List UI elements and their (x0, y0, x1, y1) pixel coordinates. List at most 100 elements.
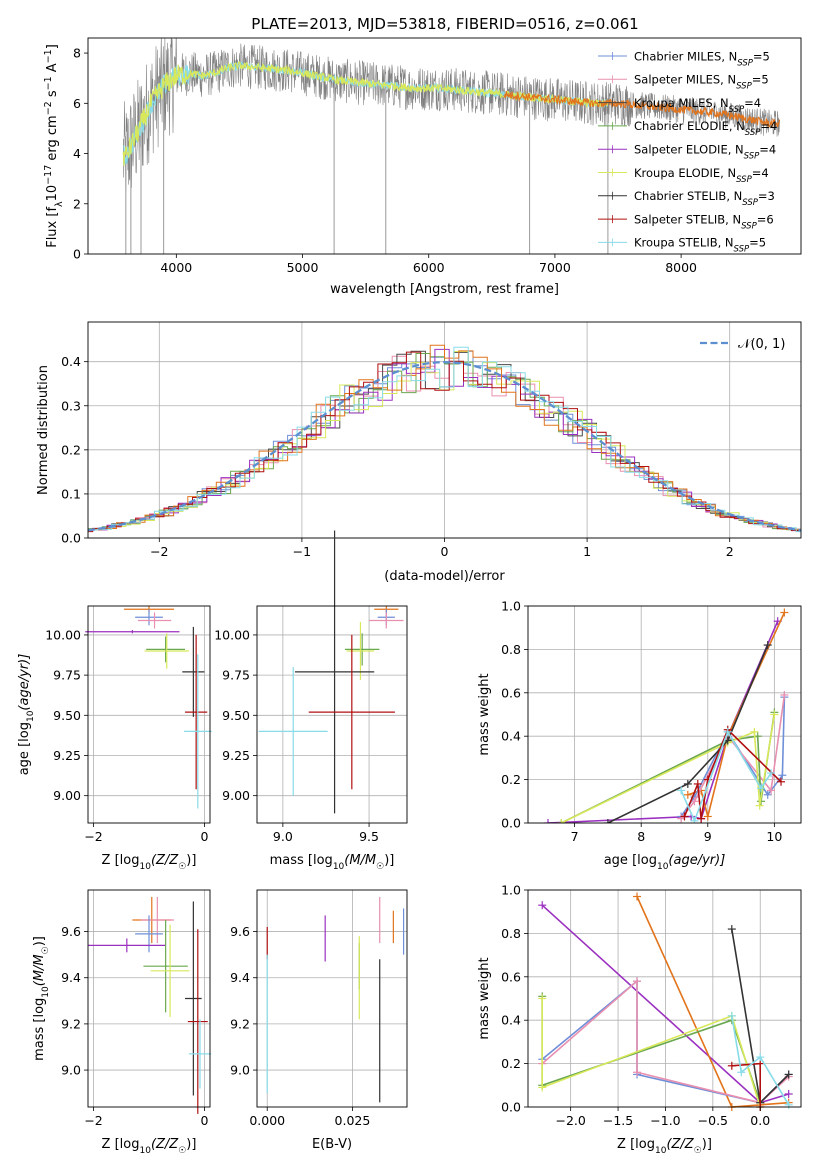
legend-entry: Kroupa STELIB, NSSP=5 (634, 236, 766, 255)
x-tick-label: 8 (637, 829, 645, 844)
legend-entry: Chabrier STELIB, NSSP=3 (634, 189, 775, 208)
x-axis-label: Z [log10(Z/Z☉)] (102, 1137, 197, 1156)
plot-area (266, 896, 405, 1103)
panel-weight_vs_age: 7 8 9 10 0.0 0.2 0.4 0.6 0.8 1.0 age [log10(age/yr… (477, 599, 802, 872)
plot-area (88, 896, 212, 1114)
legend-entry: Salpeter STELIB, NSSP=6 (634, 212, 774, 231)
plot-area (85, 606, 212, 809)
y-tick-label: 2 (73, 196, 81, 211)
legend-entry: Salpeter ELODIE, NSSP=4 (634, 143, 776, 162)
x-tick-label: 9.0 (273, 829, 293, 844)
axes-frame (87, 889, 211, 1108)
axes-frame (527, 889, 802, 1108)
plot-area (543, 608, 789, 823)
weight-line (731, 1062, 761, 1107)
x-tick-label: 5000 (287, 260, 319, 275)
x-axis-label: Z [log10(Z/Z☉)] (102, 853, 197, 872)
panel-age_vs_mass: 9.0 9.5 9.00 9.25 9.50 9.75 10.00 mass [log10(M… (214, 530, 408, 872)
y-tick-label: 9.4 (230, 970, 250, 985)
axes-frame (256, 605, 408, 824)
x-axis-label: Z [log10(Z/Z☉)] (617, 1137, 712, 1156)
y-tick-label: 0.0 (61, 531, 81, 546)
x-tick-label: 0.0 (750, 1113, 770, 1128)
weight-line (607, 644, 769, 823)
x-tick-label: 0.025 (335, 1113, 371, 1128)
x-tick-label: 9 (704, 829, 712, 844)
x-tick-label: −2 (84, 829, 102, 844)
weight-line (680, 697, 786, 817)
x-axis-label: (data-model)/error (384, 569, 505, 584)
x-axis-label: age [log10(age/yr)] (604, 853, 726, 872)
plot-area (122, 38, 781, 254)
legend: 𝒩(0, 1) (700, 337, 785, 352)
legend-entry: 𝒩(0, 1) (738, 337, 785, 352)
x-axis-label: E(B-V) (312, 1137, 352, 1152)
x-tick-label: 9.5 (359, 829, 379, 844)
y-tick-label: 9.25 (53, 748, 81, 763)
x-tick-label: 7 (571, 829, 579, 844)
legend-entry: Kroupa ELODIE, NSSP=4 (634, 166, 769, 185)
y-tick-label: 9.0 (230, 1063, 250, 1078)
model-spectrum (503, 91, 781, 128)
legend-entry: Chabrier ELODIE, NSSP=4 (634, 119, 777, 138)
x-tick-label: 4000 (160, 260, 192, 275)
weight-line (560, 712, 776, 823)
y-axis-label: mass [log10(M/M☉)] (32, 936, 51, 1061)
y-tick-label: 9.75 (53, 668, 81, 683)
x-tick-label: −1.5 (603, 1113, 633, 1128)
residual-histogram (88, 351, 801, 533)
x-tick-label: 7000 (539, 260, 571, 275)
panel-residuals: −2 −1 0 1 2 0.0 0.1 0.2 0.3 0.4 𝒩(0, 1) (data-model… (36, 321, 802, 584)
weight-line (547, 620, 779, 823)
weight-line (683, 728, 782, 819)
y-axis-label: mass weight (477, 673, 492, 755)
x-tick-label: 0 (441, 544, 449, 559)
x-tick-label: 0 (200, 1113, 208, 1128)
y-axis-label: age [log10(age/yr)] (17, 654, 36, 776)
panel-spectrum: 4000 5000 6000 7000 8000 0 2 4 6 8 wavelength [Ang… (43, 37, 802, 297)
y-tick-label: 0.2 (501, 772, 521, 787)
y-axis-label: mass weight (477, 957, 492, 1039)
y-tick-label: 9.00 (53, 788, 81, 803)
y-tick-label: 9.25 (222, 748, 250, 763)
x-tick-label: −1.0 (650, 1113, 680, 1128)
y-tick-label: 9.6 (230, 924, 250, 939)
weight-line (541, 998, 761, 1108)
plot-area (88, 344, 801, 533)
x-tick-label: 10 (766, 829, 782, 844)
axes-frame (527, 605, 802, 824)
y-tick-label: 9.0 (61, 1063, 81, 1078)
legend: Chabrier MILES, NSSP=5 Salpeter MILES, NS… (598, 49, 777, 255)
y-tick-label: 0.1 (61, 486, 81, 501)
y-tick-label: 9.00 (222, 788, 250, 803)
y-axis-label: Flux [fλ10−17 erg cm−2 s−1 A−1] (43, 44, 65, 248)
x-tick-label: 0.000 (249, 1113, 285, 1128)
axes-frame (87, 37, 802, 255)
plot-area (258, 530, 404, 814)
y-tick-label: 9.50 (222, 708, 250, 723)
y-tick-label: 0.0 (501, 1100, 521, 1115)
weight-line (560, 714, 776, 823)
x-tick-label: −1 (293, 544, 311, 559)
x-tick-label: −0.5 (698, 1113, 728, 1128)
model-spectrum (122, 61, 609, 166)
y-tick-label: 0.6 (501, 969, 521, 984)
y-tick-label: 9.2 (230, 1016, 250, 1031)
weight-line (541, 996, 761, 1103)
axes-frame (87, 321, 802, 539)
y-tick-label: 9.50 (53, 708, 81, 723)
normal-curve (88, 360, 801, 532)
y-tick-label: 9.6 (61, 924, 81, 939)
y-tick-label: 0.3 (61, 398, 81, 413)
legend-entry: Salpeter MILES, NSSP=5 (634, 73, 769, 92)
panel-weight_vs_Z: −2.0 −1.5 −1.0 −0.5 0.0 0.0 0.2 0.4 0.6 0.8 1.0 Z [… (477, 883, 802, 1156)
y-tick-label: 0.8 (501, 642, 521, 657)
y-tick-label: 9.4 (61, 970, 81, 985)
y-tick-label: 0.8 (501, 926, 521, 941)
x-tick-label: 0 (200, 829, 208, 844)
y-tick-label: 0.4 (61, 354, 81, 369)
y-tick-label: 10.00 (214, 627, 250, 642)
y-tick-label: 0.2 (501, 1056, 521, 1071)
